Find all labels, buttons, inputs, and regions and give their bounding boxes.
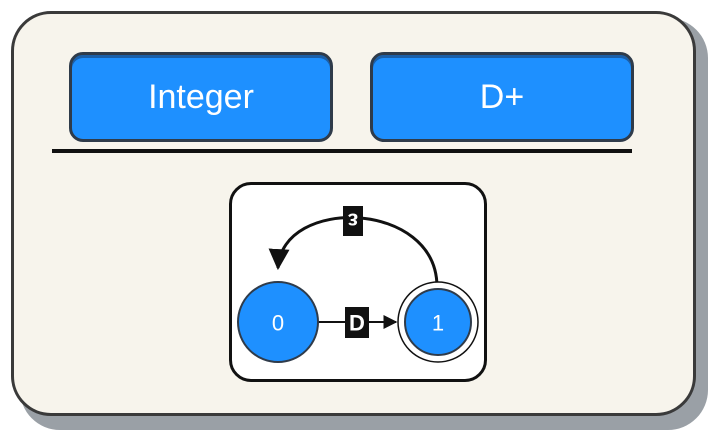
state-1-circle[interactable] bbox=[404, 288, 472, 356]
d-plus-header-button[interactable]: D+ bbox=[370, 52, 634, 142]
epsilon-label: ε bbox=[347, 209, 358, 234]
divider bbox=[52, 149, 632, 153]
integer-header-button[interactable]: Integer bbox=[69, 52, 333, 142]
state-1-label: 1 bbox=[432, 311, 444, 336]
d-label: D bbox=[349, 311, 365, 336]
d-label-group: D bbox=[345, 307, 369, 338]
state-0-label: 0 bbox=[272, 311, 284, 336]
state-0-circle[interactable] bbox=[237, 281, 319, 363]
epsilon-label-group: ε bbox=[343, 206, 363, 236]
